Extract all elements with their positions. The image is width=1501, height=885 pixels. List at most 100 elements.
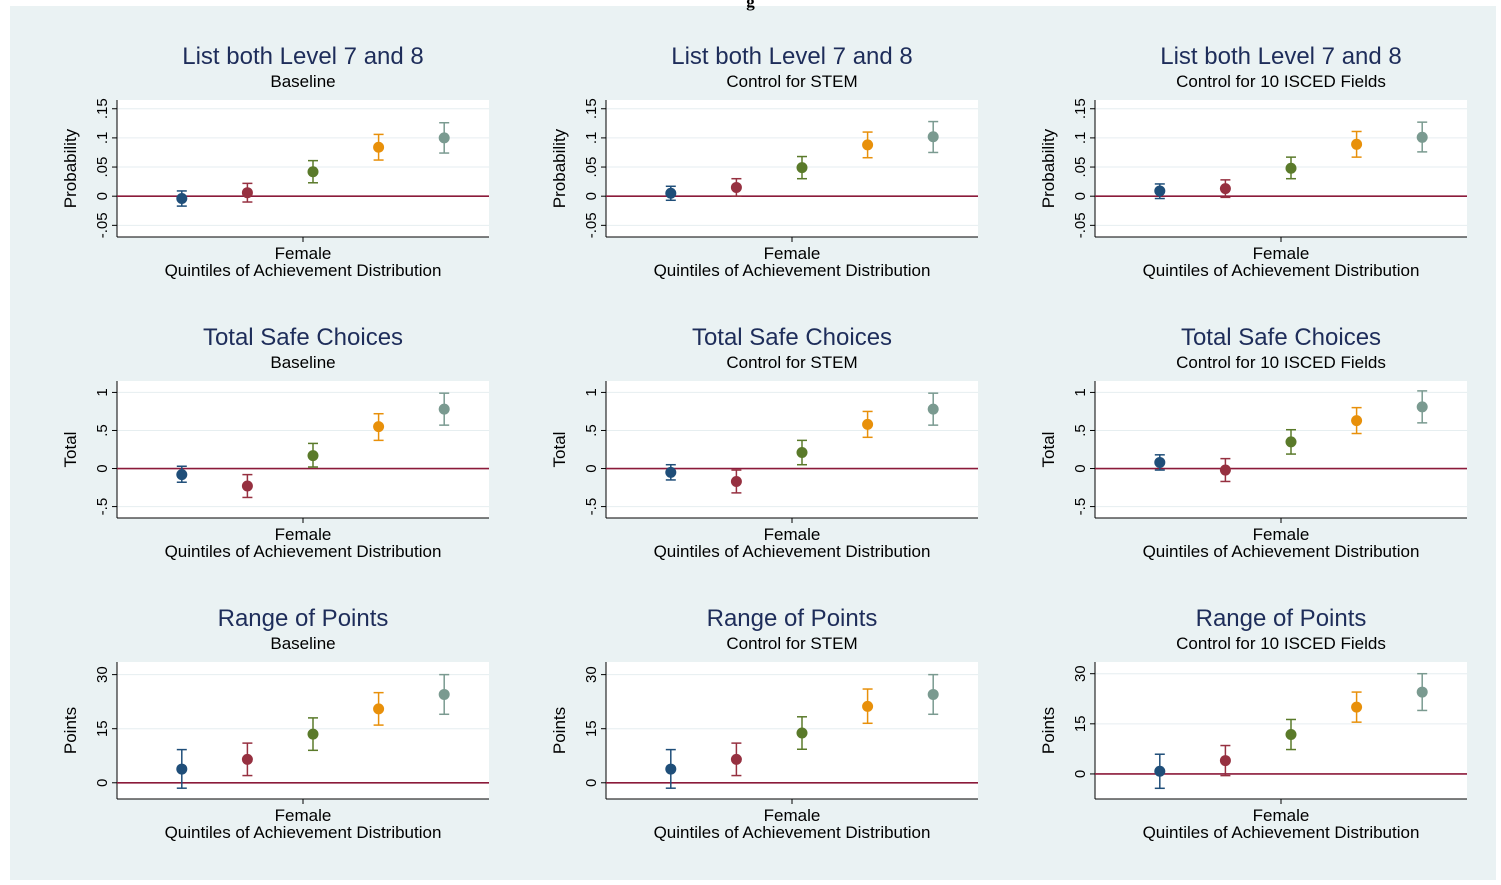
data-point-quintile-4: [862, 700, 874, 712]
y-tick-label: 15: [1072, 715, 1089, 732]
y-tick-label: .15: [94, 98, 111, 119]
y-tick-label: .5: [583, 424, 600, 437]
data-point-quintile-4: [1351, 138, 1363, 150]
panel-subtitle: Control for 10 ISCED Fields: [1176, 634, 1386, 653]
y-tick-label: -.05: [583, 212, 600, 238]
data-point-quintile-3: [307, 728, 319, 740]
y-axis-label: Total: [1039, 432, 1058, 468]
y-axis-label: Points: [550, 707, 569, 754]
y-tick-label: .5: [94, 424, 111, 437]
x-axis-label: Quintiles of Achievement Distribution: [654, 542, 931, 561]
data-point-quintile-5: [438, 688, 450, 700]
chart-panel-7: Range of Points Baseline 0 15 30 Points Female…: [61, 605, 489, 842]
panel-subtitle: Control for STEM: [726, 72, 857, 91]
plot-area: [117, 662, 489, 799]
data-point-quintile-3: [796, 162, 808, 174]
data-point-quintile-3: [307, 450, 319, 462]
data-point-quintile-1: [665, 466, 677, 478]
panel-title: Range of Points: [218, 605, 389, 632]
y-tick-label: 1: [583, 388, 600, 396]
panel-subtitle: Baseline: [270, 634, 335, 653]
x-axis-label: Quintiles of Achievement Distribution: [1143, 823, 1420, 842]
y-tick-label: 1: [1072, 388, 1089, 396]
plot-area: [117, 100, 489, 237]
x-tick-label: Female: [275, 806, 332, 825]
data-point-quintile-2: [730, 475, 742, 487]
y-tick-label: 15: [94, 720, 111, 737]
data-point-quintile-3: [796, 447, 808, 459]
x-tick-label: Female: [764, 806, 821, 825]
x-axis-label: Quintiles of Achievement Distribution: [165, 542, 442, 561]
plot-area: [606, 662, 978, 799]
panel-subtitle: Control for STEM: [726, 634, 857, 653]
y-tick-label: .1: [583, 132, 600, 145]
data-point-quintile-5: [1416, 131, 1428, 143]
panel-title: Total Safe Choices: [692, 324, 892, 351]
data-point-quintile-2: [730, 753, 742, 765]
y-tick-label: 0: [583, 192, 600, 200]
panel-subtitle: Baseline: [270, 353, 335, 372]
panel-subtitle: Control for 10 ISCED Fields: [1176, 353, 1386, 372]
y-tick-label: .1: [94, 132, 111, 145]
data-point-quintile-4: [862, 139, 874, 151]
data-point-quintile-4: [373, 703, 385, 715]
x-axis-label: Quintiles of Achievement Distribution: [1143, 542, 1420, 561]
y-tick-label: 0: [1072, 192, 1089, 200]
data-point-quintile-3: [1285, 162, 1297, 174]
y-axis-label: Total: [61, 432, 80, 468]
y-tick-label: 0: [94, 464, 111, 472]
data-point-quintile-2: [1219, 183, 1231, 195]
data-point-quintile-1: [1154, 185, 1166, 197]
y-tick-label: 15: [583, 720, 600, 737]
plot-area: [606, 100, 978, 237]
data-point-quintile-1: [176, 193, 188, 205]
y-tick-label: .5: [1072, 424, 1089, 437]
y-tick-label: .1: [1072, 132, 1089, 145]
y-tick-label: 30: [94, 666, 111, 683]
plot-area: [1095, 100, 1467, 237]
data-point-quintile-1: [665, 187, 677, 199]
page-title: g: [746, 0, 755, 11]
y-tick-label: 0: [1072, 770, 1089, 778]
x-axis-label: Quintiles of Achievement Distribution: [165, 261, 442, 280]
data-point-quintile-2: [1219, 755, 1231, 767]
x-axis-label: Quintiles of Achievement Distribution: [654, 823, 931, 842]
plot-area: [1095, 381, 1467, 518]
data-point-quintile-1: [665, 763, 677, 775]
chart-panel-9: Range of Points Control for 10 ISCED Fiel…: [1039, 605, 1467, 842]
y-axis-label: Probability: [1039, 128, 1058, 208]
data-point-quintile-5: [1416, 686, 1428, 698]
panel-title: Range of Points: [1196, 605, 1367, 632]
y-tick-label: .05: [94, 157, 111, 178]
x-tick-label: Female: [1253, 244, 1310, 263]
chart-panel-1: List both Level 7 and 8 Baseline -.05 0 .05.…: [61, 43, 489, 280]
chart-panel-5: Total Safe Choices Control for STEM -.5 0 .5…: [550, 324, 978, 561]
y-tick-label: -.5: [1072, 498, 1089, 516]
data-point-quintile-3: [307, 166, 319, 178]
chart-panel-4: Total Safe Choices Baseline -.5 0 .5 1 Total Fe…: [61, 324, 489, 561]
panel-title: Total Safe Choices: [1181, 324, 1381, 351]
data-point-quintile-5: [438, 403, 450, 415]
y-tick-label: -.5: [94, 498, 111, 516]
y-tick-label: 1: [94, 388, 111, 396]
x-axis-label: Quintiles of Achievement Distribution: [165, 823, 442, 842]
chart-panel-8: Range of Points Control for STEM 0 15 30 Poin…: [550, 605, 978, 842]
panel-subtitle: Baseline: [270, 72, 335, 91]
y-tick-label: 0: [583, 779, 600, 787]
y-tick-label: -.5: [583, 498, 600, 516]
y-tick-label: 0: [1072, 464, 1089, 472]
data-point-quintile-4: [1351, 415, 1363, 427]
x-axis-label: Quintiles of Achievement Distribution: [1143, 261, 1420, 280]
data-point-quintile-2: [1219, 464, 1231, 476]
data-point-quintile-5: [927, 131, 939, 143]
data-point-quintile-5: [438, 132, 450, 144]
y-axis-label: Points: [1039, 707, 1058, 754]
chart-panel-3: List both Level 7 and 8 Control for 10 IS…: [1039, 43, 1467, 280]
panel-title: List both Level 7 and 8: [671, 43, 913, 70]
data-point-quintile-4: [373, 141, 385, 153]
y-tick-label: 0: [94, 779, 111, 787]
y-axis-label: Probability: [61, 128, 80, 208]
y-tick-label: 0: [94, 192, 111, 200]
y-tick-label: .15: [583, 98, 600, 119]
